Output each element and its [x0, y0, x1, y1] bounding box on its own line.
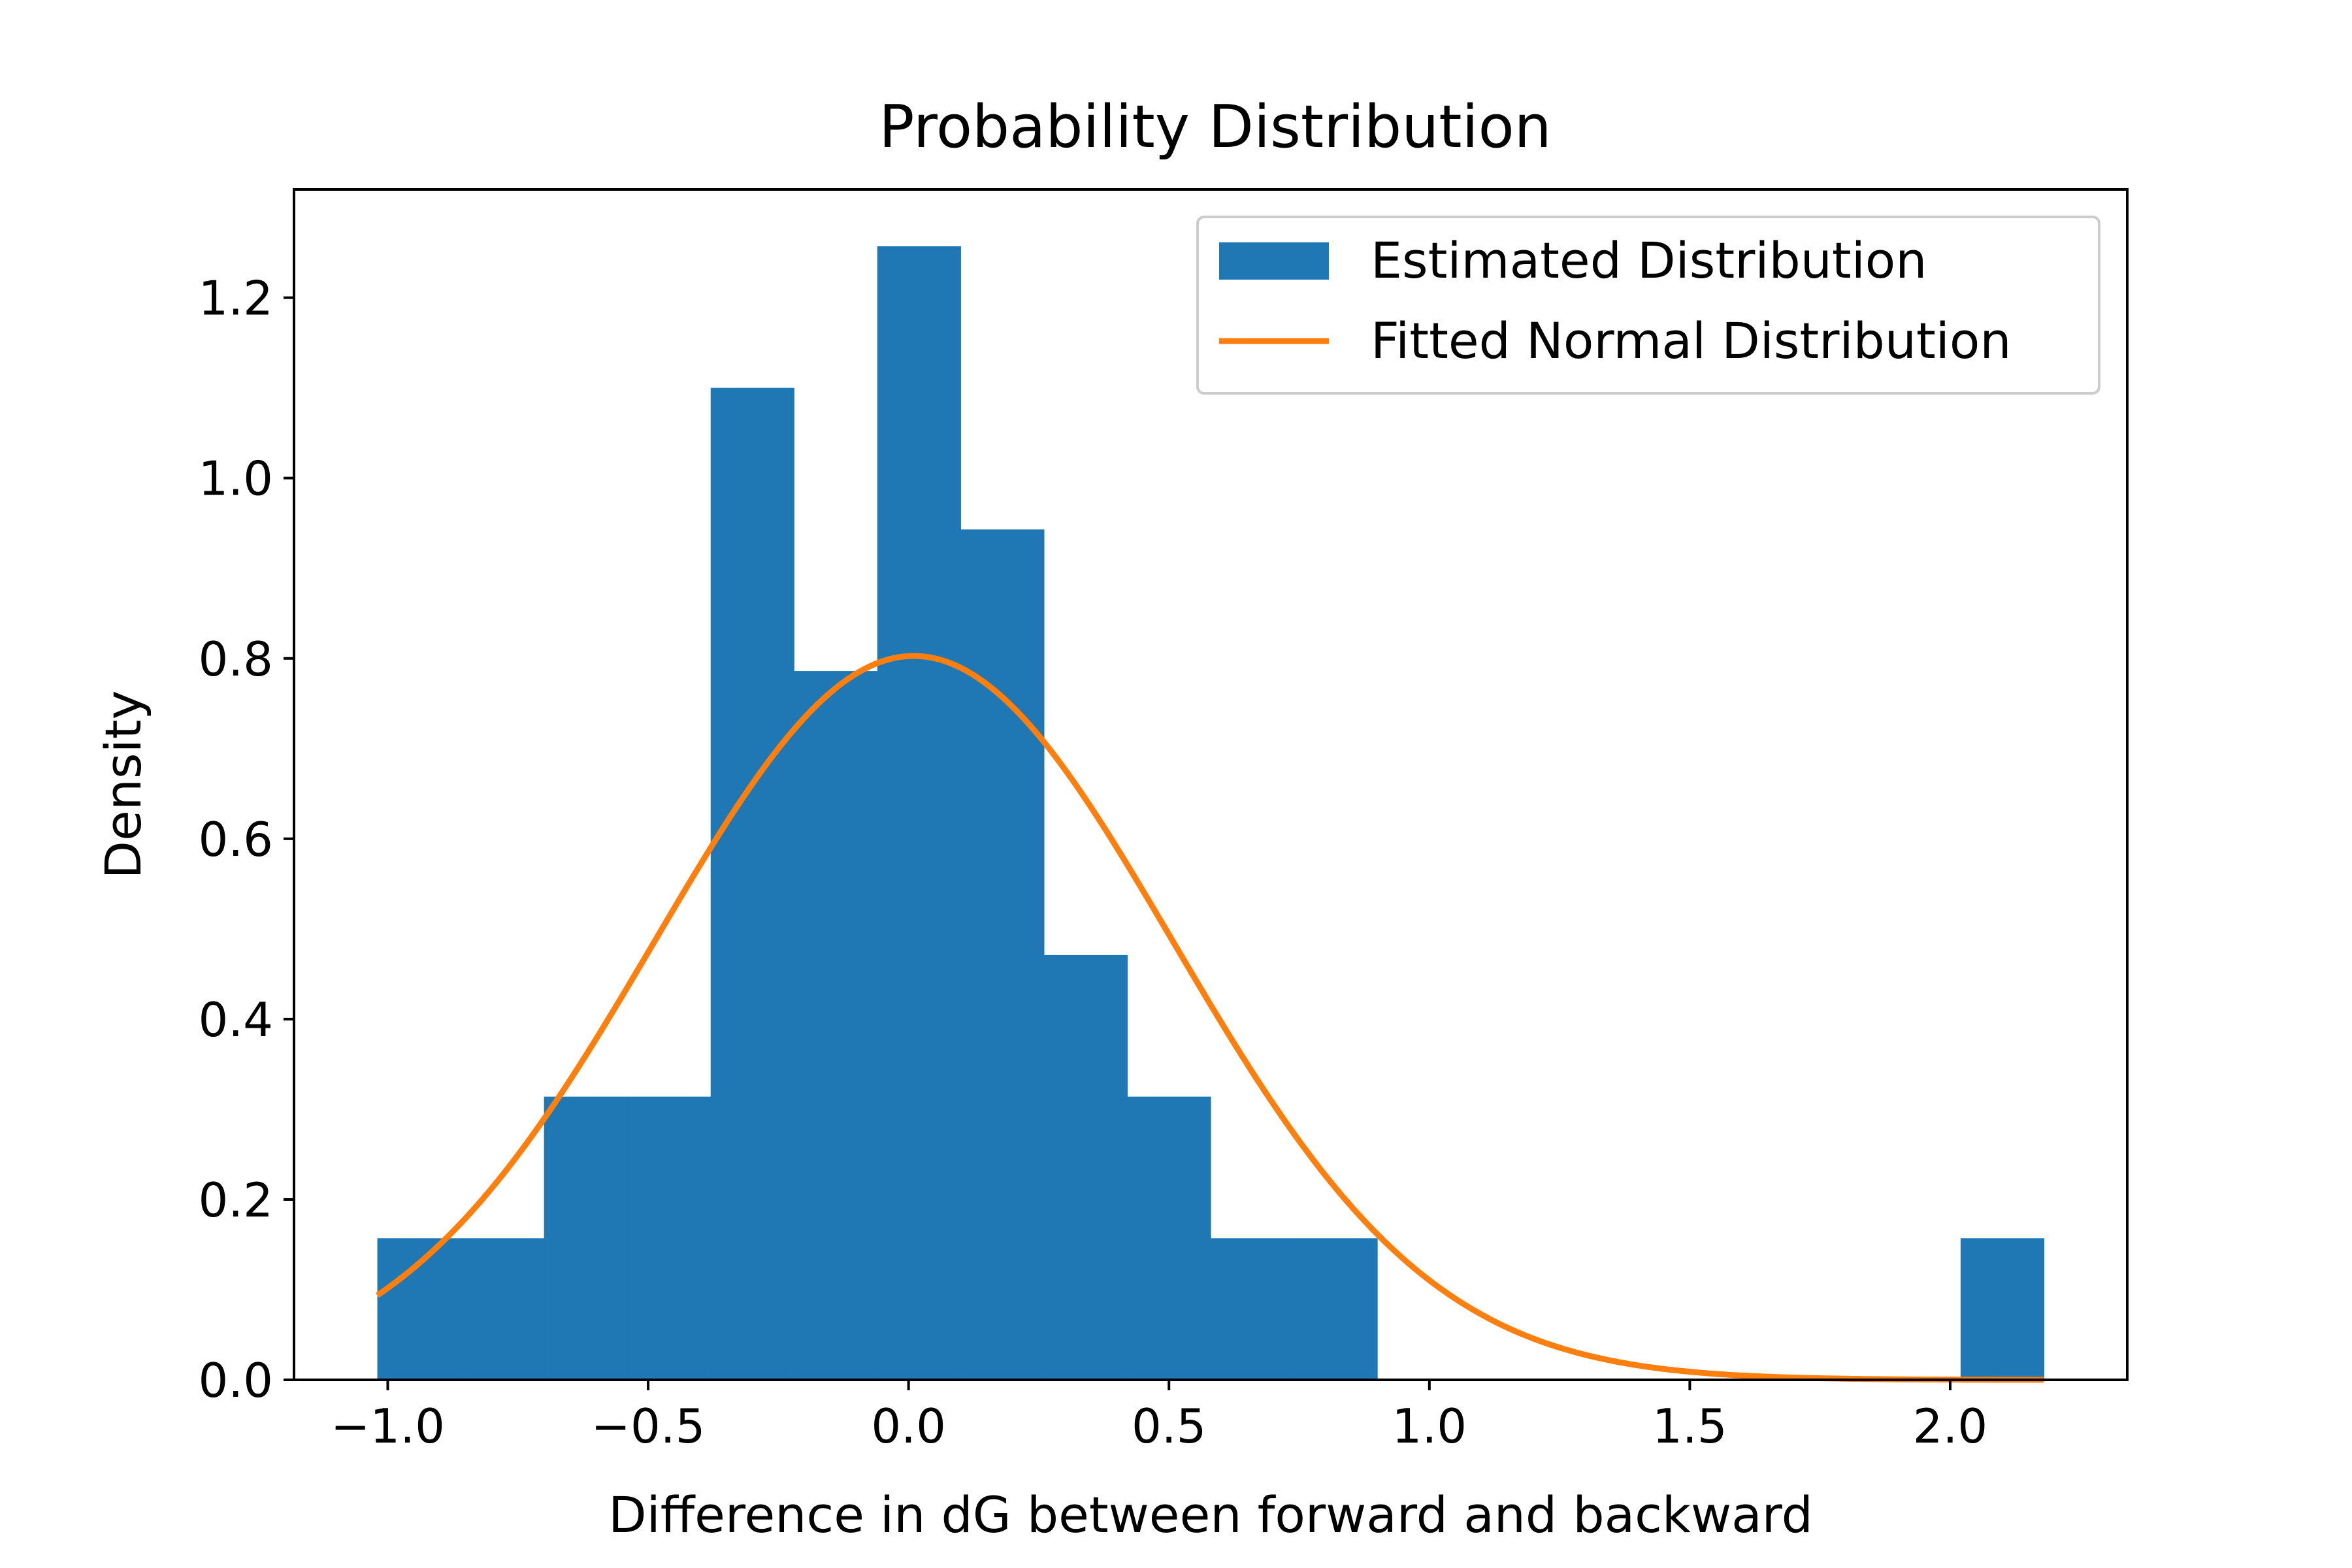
histogram-bars [377, 246, 2045, 1380]
legend-label-estimated: Estimated Distribution [1371, 231, 1927, 289]
x-tick-label: 0.5 [1132, 1399, 1207, 1454]
x-tick-label: 2.0 [1913, 1399, 1988, 1454]
y-axis-label: Density [94, 691, 152, 879]
legend-label-fitted: Fitted Normal Distribution [1371, 312, 2012, 370]
x-tick-label: 0.0 [871, 1399, 946, 1454]
histogram-bar [1960, 1238, 2045, 1380]
histogram-bar [794, 671, 878, 1380]
fitted-curve-layer [376, 653, 2044, 1383]
y-tick-label: 0.4 [198, 992, 273, 1047]
y-tick-label: 1.0 [198, 451, 273, 506]
x-axis-label: Difference in dG between forward and bac… [608, 1486, 1813, 1544]
x-tick-label: 1.0 [1392, 1399, 1467, 1454]
histogram-bar [1127, 1096, 1211, 1380]
histogram-bar [710, 387, 794, 1380]
y-axis-ticks: 0.0 0.2 0.4 0.6 0.8 1.0 1.2 [198, 271, 294, 1408]
y-tick-label: 0.8 [198, 632, 273, 687]
histogram-bar [960, 529, 1045, 1380]
histogram-bar [544, 1096, 628, 1380]
y-tick-label: 0.0 [198, 1353, 273, 1408]
plot-frame [293, 188, 2129, 1381]
x-axis-ticks: −1.0 −0.5 0.0 0.5 1.0 1.5 2.0 [331, 1380, 1987, 1454]
fitted-normal-curve [376, 653, 2044, 1383]
histogram-bar [877, 246, 961, 1380]
histogram-bar [1294, 1238, 1378, 1380]
x-tick-label: −1.0 [331, 1399, 445, 1454]
histogram-bar [1211, 1238, 1295, 1380]
histogram-bar [627, 1096, 711, 1380]
x-tick-label: −0.5 [591, 1399, 706, 1454]
y-tick-label: 1.2 [198, 271, 273, 326]
legend-box [1196, 216, 2100, 395]
legend: Estimated Distribution Fitted Normal Dis… [1196, 216, 2100, 395]
y-tick-label: 0.2 [198, 1173, 273, 1228]
x-tick-label: 1.5 [1652, 1399, 1727, 1454]
histogram-bar [461, 1238, 545, 1380]
histogram-bar [1043, 955, 1128, 1380]
legend-swatch-estimated [1219, 242, 1329, 280]
y-tick-label: 0.6 [198, 812, 273, 867]
chart-title: Probability Distribution [879, 93, 1551, 161]
